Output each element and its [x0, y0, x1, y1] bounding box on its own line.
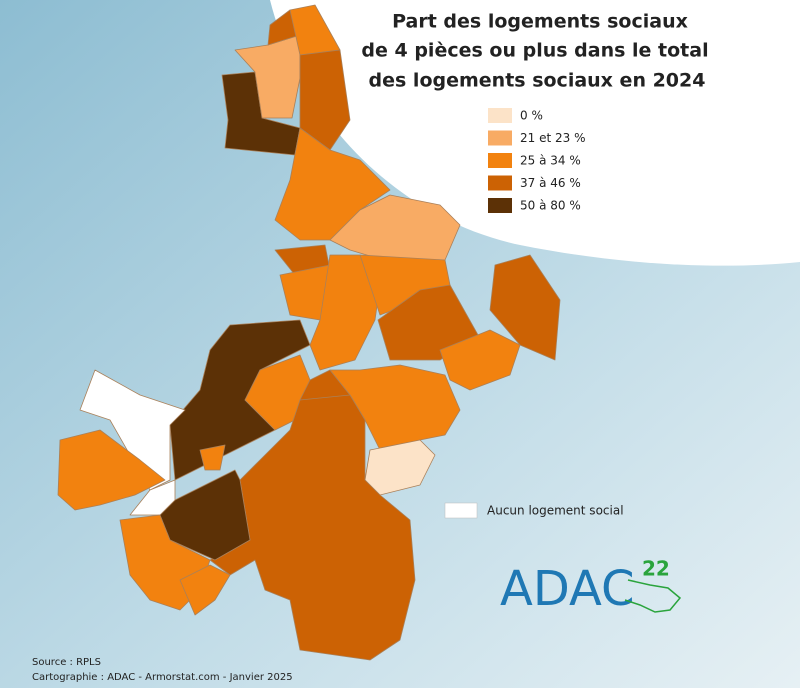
- legend-swatch: [488, 153, 512, 168]
- commune: [179, 564, 231, 616]
- commune: [377, 284, 479, 361]
- legend-label: 25 à 34 %: [520, 154, 581, 168]
- logo-text: ADAC: [500, 561, 634, 617]
- title-panel: [270, 0, 800, 266]
- territory-map: [57, 4, 561, 661]
- commune: [129, 479, 176, 516]
- commune: [57, 429, 166, 511]
- legend-label: 37 à 46 %: [520, 176, 581, 190]
- legend: 0 % 21 et 23 % 25 à 34 % 37 à 46 % 50 à 80 %: [488, 108, 585, 213]
- legend-label: 21 et 23 %: [520, 131, 585, 145]
- credit: Cartographie : ADAC - Armorstat.com - Ja…: [32, 672, 293, 683]
- title-line: des logements sociaux en 2024: [369, 70, 706, 92]
- legend-label: Aucun logement social: [487, 504, 624, 518]
- legend-label: 0 %: [520, 109, 543, 123]
- commune: [169, 319, 311, 481]
- legend-swatch: [488, 130, 512, 146]
- legend-label: 50 à 80 %: [520, 199, 581, 213]
- commune: [79, 369, 186, 491]
- logo-superscript: 22: [642, 557, 670, 581]
- commune: [299, 49, 351, 151]
- title-line: de 4 pièces ou plus dans le total: [361, 40, 708, 62]
- legend-swatch: [488, 108, 512, 123]
- commune: [489, 254, 561, 361]
- commune: [439, 329, 521, 391]
- commune: [199, 444, 226, 471]
- source: Source : RPLS: [32, 657, 101, 668]
- legend-swatch: [488, 175, 512, 191]
- legend-swatch: [444, 502, 478, 519]
- title-line: Part des logements sociaux: [392, 11, 688, 33]
- legend-swatch: [488, 198, 512, 213]
- logo-shape: [624, 579, 682, 613]
